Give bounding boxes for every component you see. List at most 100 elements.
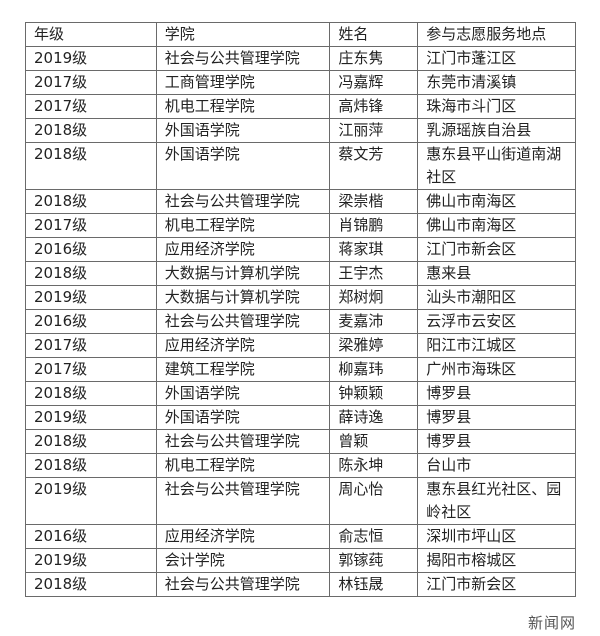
cell-location: 乳源瑶族自治县 (417, 118, 576, 143)
cell-college: 社会与公共管理学院 (155, 309, 331, 334)
cell-location: 博罗县 (417, 381, 576, 406)
cell-name: 高炜锋 (329, 94, 419, 119)
cell-college: 应用经济学院 (155, 524, 331, 549)
cell-location: 台山市 (417, 453, 576, 478)
cell-grade: 2016级 (25, 309, 157, 334)
cell-grade: 2018级 (25, 142, 157, 190)
cell-college: 机电工程学院 (155, 213, 331, 238)
cell-name: 林钰晟 (329, 572, 419, 597)
cell-location: 佛山市南海区 (417, 189, 576, 214)
table-row: 2018级 外国语学院 江丽萍 乳源瑶族自治县 (25, 118, 576, 143)
cell-college: 建筑工程学院 (155, 357, 331, 382)
table-row: 2018级 社会与公共管理学院 曾颖 博罗县 (25, 429, 576, 454)
table-row: 2016级 社会与公共管理学院 麦嘉沛 云浮市云安区 (25, 309, 576, 334)
cell-name: 梁雅婷 (329, 333, 419, 358)
cell-grade: 2017级 (25, 94, 157, 119)
cell-grade: 2018级 (25, 453, 157, 478)
cell-location: 汕头市潮阳区 (417, 285, 576, 310)
cell-college: 大数据与计算机学院 (155, 285, 331, 310)
cell-name: 梁崇楷 (329, 189, 419, 214)
table-row: 2018级 社会与公共管理学院 梁崇楷 佛山市南海区 (25, 189, 576, 214)
cell-grade: 2019级 (25, 548, 157, 573)
cell-college: 会计学院 (155, 548, 331, 573)
header-row: 年级 学院 姓名 参与志愿服务地点 (25, 22, 576, 47)
table-row: 2019级 外国语学院 薛诗逸 博罗县 (25, 405, 576, 430)
table-row: 2018级 外国语学院 蔡文芳 惠东县平山街道南湖社区 (25, 142, 576, 190)
cell-location: 江门市蓬江区 (417, 46, 576, 71)
cell-name: 蔡文芳 (329, 142, 419, 190)
cell-location: 惠东县平山街道南湖社区 (417, 142, 576, 190)
cell-grade: 2018级 (25, 572, 157, 597)
cell-name: 王宇杰 (329, 261, 419, 286)
cell-location: 博罗县 (417, 405, 576, 430)
cell-location: 博罗县 (417, 429, 576, 454)
cell-grade: 2019级 (25, 46, 157, 71)
cell-college: 机电工程学院 (155, 453, 331, 478)
cell-college: 应用经济学院 (155, 333, 331, 358)
cell-grade: 2018级 (25, 381, 157, 406)
cell-location: 江门市新会区 (417, 572, 576, 597)
header-location: 参与志愿服务地点 (417, 22, 576, 47)
cell-location: 惠来县 (417, 261, 576, 286)
watermark: 新闻网 (527, 614, 576, 632)
cell-college: 应用经济学院 (155, 237, 331, 262)
table-row: 2018级 机电工程学院 陈永坤 台山市 (25, 453, 576, 478)
cell-college: 大数据与计算机学院 (155, 261, 331, 286)
cell-college: 工商管理学院 (155, 70, 331, 95)
header-name: 姓名 (329, 22, 419, 47)
cell-college: 外国语学院 (155, 381, 331, 406)
cell-grade: 2018级 (25, 429, 157, 454)
cell-grade: 2016级 (25, 237, 157, 262)
cell-college: 社会与公共管理学院 (155, 46, 331, 71)
header-grade: 年级 (25, 22, 157, 47)
cell-location: 珠海市斗门区 (417, 94, 576, 119)
cell-location: 深圳市坪山区 (417, 524, 576, 549)
cell-college: 社会与公共管理学院 (155, 572, 331, 597)
table-row: 2018级 社会与公共管理学院 林钰晟 江门市新会区 (25, 572, 576, 597)
table-row: 2017级 建筑工程学院 柳嘉玮 广州市海珠区 (25, 357, 576, 382)
cell-name: 江丽萍 (329, 118, 419, 143)
table-row: 2018级 大数据与计算机学院 王宇杰 惠来县 (25, 261, 576, 286)
cell-location: 佛山市南海区 (417, 213, 576, 238)
cell-name: 周心怡 (329, 477, 419, 525)
table-row: 2017级 机电工程学院 肖锦鹏 佛山市南海区 (25, 213, 576, 238)
cell-location: 江门市新会区 (417, 237, 576, 262)
cell-grade: 2017级 (25, 333, 157, 358)
cell-name: 柳嘉玮 (329, 357, 419, 382)
cell-location: 阳江市江城区 (417, 333, 576, 358)
table-row: 2019级 会计学院 郭镓莼 揭阳市榕城区 (25, 548, 576, 573)
cell-grade: 2017级 (25, 213, 157, 238)
cell-grade: 2019级 (25, 477, 157, 525)
cell-college: 外国语学院 (155, 405, 331, 430)
cell-location: 广州市海珠区 (417, 357, 576, 382)
cell-name: 曾颖 (329, 429, 419, 454)
cell-location: 惠东县红光社区、园岭社区 (417, 477, 576, 525)
header-college: 学院 (155, 22, 331, 47)
table-row: 2017级 工商管理学院 冯嘉辉 东莞市清溪镇 (25, 70, 576, 95)
table-row: 2017级 机电工程学院 高炜锋 珠海市斗门区 (25, 94, 576, 119)
cell-college: 外国语学院 (155, 142, 331, 190)
cell-name: 俞志恒 (329, 524, 419, 549)
cell-grade: 2018级 (25, 118, 157, 143)
table-row: 2017级 应用经济学院 梁雅婷 阳江市江城区 (25, 333, 576, 358)
table-row: 2016级 应用经济学院 俞志恒 深圳市坪山区 (25, 524, 576, 549)
cell-college: 社会与公共管理学院 (155, 477, 331, 525)
cell-location: 东莞市清溪镇 (417, 70, 576, 95)
table-row: 2019级 社会与公共管理学院 庄东隽 江门市蓬江区 (25, 46, 576, 71)
cell-location: 揭阳市榕城区 (417, 548, 576, 573)
cell-name: 肖锦鹏 (329, 213, 419, 238)
cell-grade: 2017级 (25, 70, 157, 95)
cell-name: 钟颖颖 (329, 381, 419, 406)
cell-college: 社会与公共管理学院 (155, 429, 331, 454)
volunteer-table: 年级 学院 姓名 参与志愿服务地点 2019级 社会与公共管理学院 庄东隽 江门市蓬江… (25, 22, 576, 597)
cell-grade: 2018级 (25, 189, 157, 214)
cell-grade: 2019级 (25, 285, 157, 310)
cell-name: 薛诗逸 (329, 405, 419, 430)
cell-name: 庄东隽 (329, 46, 419, 71)
cell-college: 机电工程学院 (155, 94, 331, 119)
cell-name: 麦嘉沛 (329, 309, 419, 334)
cell-grade: 2016级 (25, 524, 157, 549)
cell-college: 外国语学院 (155, 118, 331, 143)
table-row: 2019级 大数据与计算机学院 郑树炯 汕头市潮阳区 (25, 285, 576, 310)
cell-grade: 2018级 (25, 261, 157, 286)
